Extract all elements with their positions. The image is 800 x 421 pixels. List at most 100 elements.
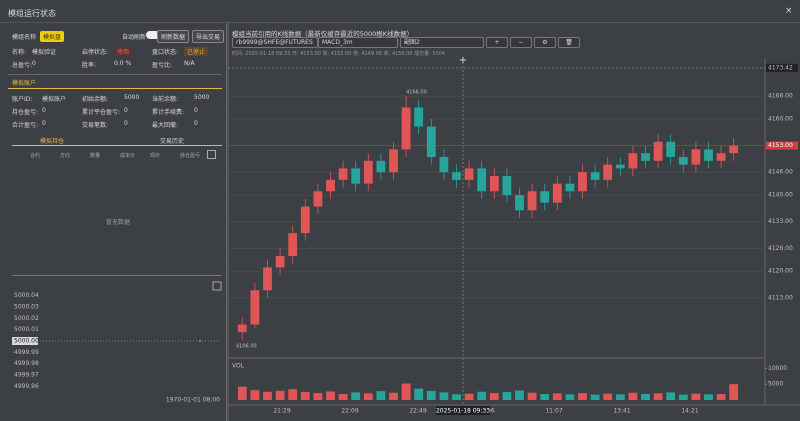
price-box bbox=[766, 141, 798, 150]
x-tick-label: 1970-01-01 08:00 bbox=[166, 397, 220, 404]
field-label: 最大回撤: bbox=[152, 122, 179, 129]
info-line: 时间: 2025-01-18 09:33 开: 4153.00 高: 4153.… bbox=[232, 51, 446, 57]
field-label: 总盈亏: bbox=[12, 62, 33, 69]
volume-bar bbox=[489, 393, 499, 400]
volume-bar bbox=[389, 392, 398, 400]
volume-bar bbox=[250, 390, 260, 400]
field-label: 账户ID: bbox=[12, 96, 33, 103]
divider bbox=[12, 145, 222, 146]
volume-bar bbox=[288, 389, 298, 400]
volume-bar bbox=[515, 390, 524, 400]
volume-bar bbox=[300, 392, 310, 400]
y-tick-label: 5000.04 bbox=[14, 292, 39, 299]
price-label: 4153.00 bbox=[768, 142, 793, 149]
candle-body bbox=[527, 191, 537, 211]
candle-body bbox=[565, 183, 575, 192]
field-value: 5000 bbox=[124, 94, 140, 101]
field-value: 0 bbox=[124, 107, 128, 114]
field-value: 0.0 % bbox=[114, 60, 132, 67]
candle-body bbox=[426, 126, 436, 157]
volume-label: VOL bbox=[232, 363, 245, 370]
volume-bar bbox=[540, 393, 550, 400]
volume-bar bbox=[338, 393, 348, 400]
icon[interactable] bbox=[207, 150, 216, 159]
candle-body bbox=[552, 183, 562, 203]
button[interactable]: 刷新数据 bbox=[157, 30, 190, 43]
chart-title: 模组当前引用的K线数据（最新仅缓存最近的5000根K线数据） bbox=[232, 30, 414, 38]
field-value: 模拟账户 bbox=[42, 96, 67, 103]
volume-bar bbox=[678, 394, 688, 400]
field-value: 停用 bbox=[114, 47, 133, 56]
candle-body bbox=[338, 168, 348, 180]
y-tick-label: 4113.00 bbox=[768, 294, 793, 301]
button[interactable]: − bbox=[510, 37, 532, 48]
candle-body bbox=[389, 149, 398, 173]
volume-bar bbox=[565, 394, 575, 400]
candle-body bbox=[628, 153, 638, 169]
window-title: 模组运行状态 bbox=[8, 9, 56, 18]
close-button[interactable]: × bbox=[785, 6, 793, 16]
y-tick-label: 4999.97 bbox=[14, 372, 39, 379]
candle-body bbox=[477, 168, 487, 192]
field-label: 当前余额: bbox=[152, 96, 179, 103]
candle-body bbox=[363, 160, 373, 184]
field-label: 合计盈亏: bbox=[12, 122, 39, 129]
button[interactable]: 🗑 bbox=[558, 37, 580, 48]
volume-bar bbox=[326, 391, 335, 400]
tab[interactable]: 模拟持仓 bbox=[40, 138, 65, 145]
candle-body bbox=[250, 290, 260, 325]
button[interactable]: ⚙ bbox=[534, 37, 556, 48]
candle-body bbox=[691, 149, 701, 165]
field-label: 启停状态: bbox=[82, 49, 109, 56]
volume-bar bbox=[263, 391, 272, 400]
field-label: 累计平仓盈亏: bbox=[82, 109, 121, 116]
candle-body bbox=[414, 107, 424, 127]
icon bbox=[212, 281, 222, 291]
dropdown[interactable]: rb9999@SHFE@FUTURES bbox=[232, 37, 318, 48]
candle-body bbox=[641, 153, 650, 161]
volume-bar bbox=[552, 393, 562, 400]
title-bar bbox=[0, 0, 800, 23]
volume-bar bbox=[401, 383, 411, 400]
volume-bar bbox=[351, 392, 361, 400]
price-box bbox=[766, 63, 798, 72]
candle-body bbox=[300, 206, 310, 234]
candle-body bbox=[540, 191, 550, 203]
tab[interactable]: 交易历史 bbox=[160, 138, 185, 145]
annotation: 4166.00 bbox=[406, 90, 427, 96]
field-value: 0 bbox=[42, 107, 46, 114]
empty-text: 暂无数据 bbox=[106, 219, 131, 226]
annotation: 4106.00 bbox=[236, 343, 257, 349]
volume-bar bbox=[477, 391, 487, 400]
label: 自动刷新 bbox=[122, 34, 147, 41]
candle-body bbox=[489, 176, 499, 192]
field-label: 交易笔数: bbox=[82, 122, 109, 129]
volume-bar bbox=[603, 393, 613, 400]
column-header: 现价 bbox=[150, 153, 161, 159]
x-tick-label: 21:29 bbox=[273, 408, 290, 415]
volume-bar bbox=[275, 390, 285, 400]
y-tick-label: 5000.00 bbox=[14, 338, 39, 345]
candle-body bbox=[515, 195, 524, 211]
dropdown[interactable]: 副图2 bbox=[400, 37, 484, 48]
candle-body bbox=[704, 149, 713, 161]
x-tick-label: 22:49 bbox=[409, 408, 426, 415]
left-panel bbox=[0, 23, 227, 421]
field-label: 初始余额: bbox=[82, 96, 109, 103]
candle-body bbox=[729, 145, 739, 154]
field-value: 0 bbox=[32, 60, 36, 67]
button[interactable]: 导出交易 bbox=[192, 30, 225, 43]
field-value: 模拟验证 bbox=[32, 49, 57, 56]
y-tick-label: 10000 bbox=[768, 365, 787, 372]
volume-bar bbox=[414, 388, 424, 400]
y-tick-label: 5000.02 bbox=[14, 315, 39, 322]
dropdown[interactable]: MACD_3m bbox=[318, 37, 398, 48]
candle-body bbox=[666, 141, 676, 157]
toggle[interactable] bbox=[146, 31, 160, 39]
y-tick-label: 4999.98 bbox=[14, 360, 39, 367]
button[interactable]: + bbox=[486, 37, 508, 48]
x-tick-label: 14:21 bbox=[681, 408, 698, 415]
field-label: 盈亏比: bbox=[152, 62, 173, 69]
candle-body bbox=[313, 191, 323, 207]
